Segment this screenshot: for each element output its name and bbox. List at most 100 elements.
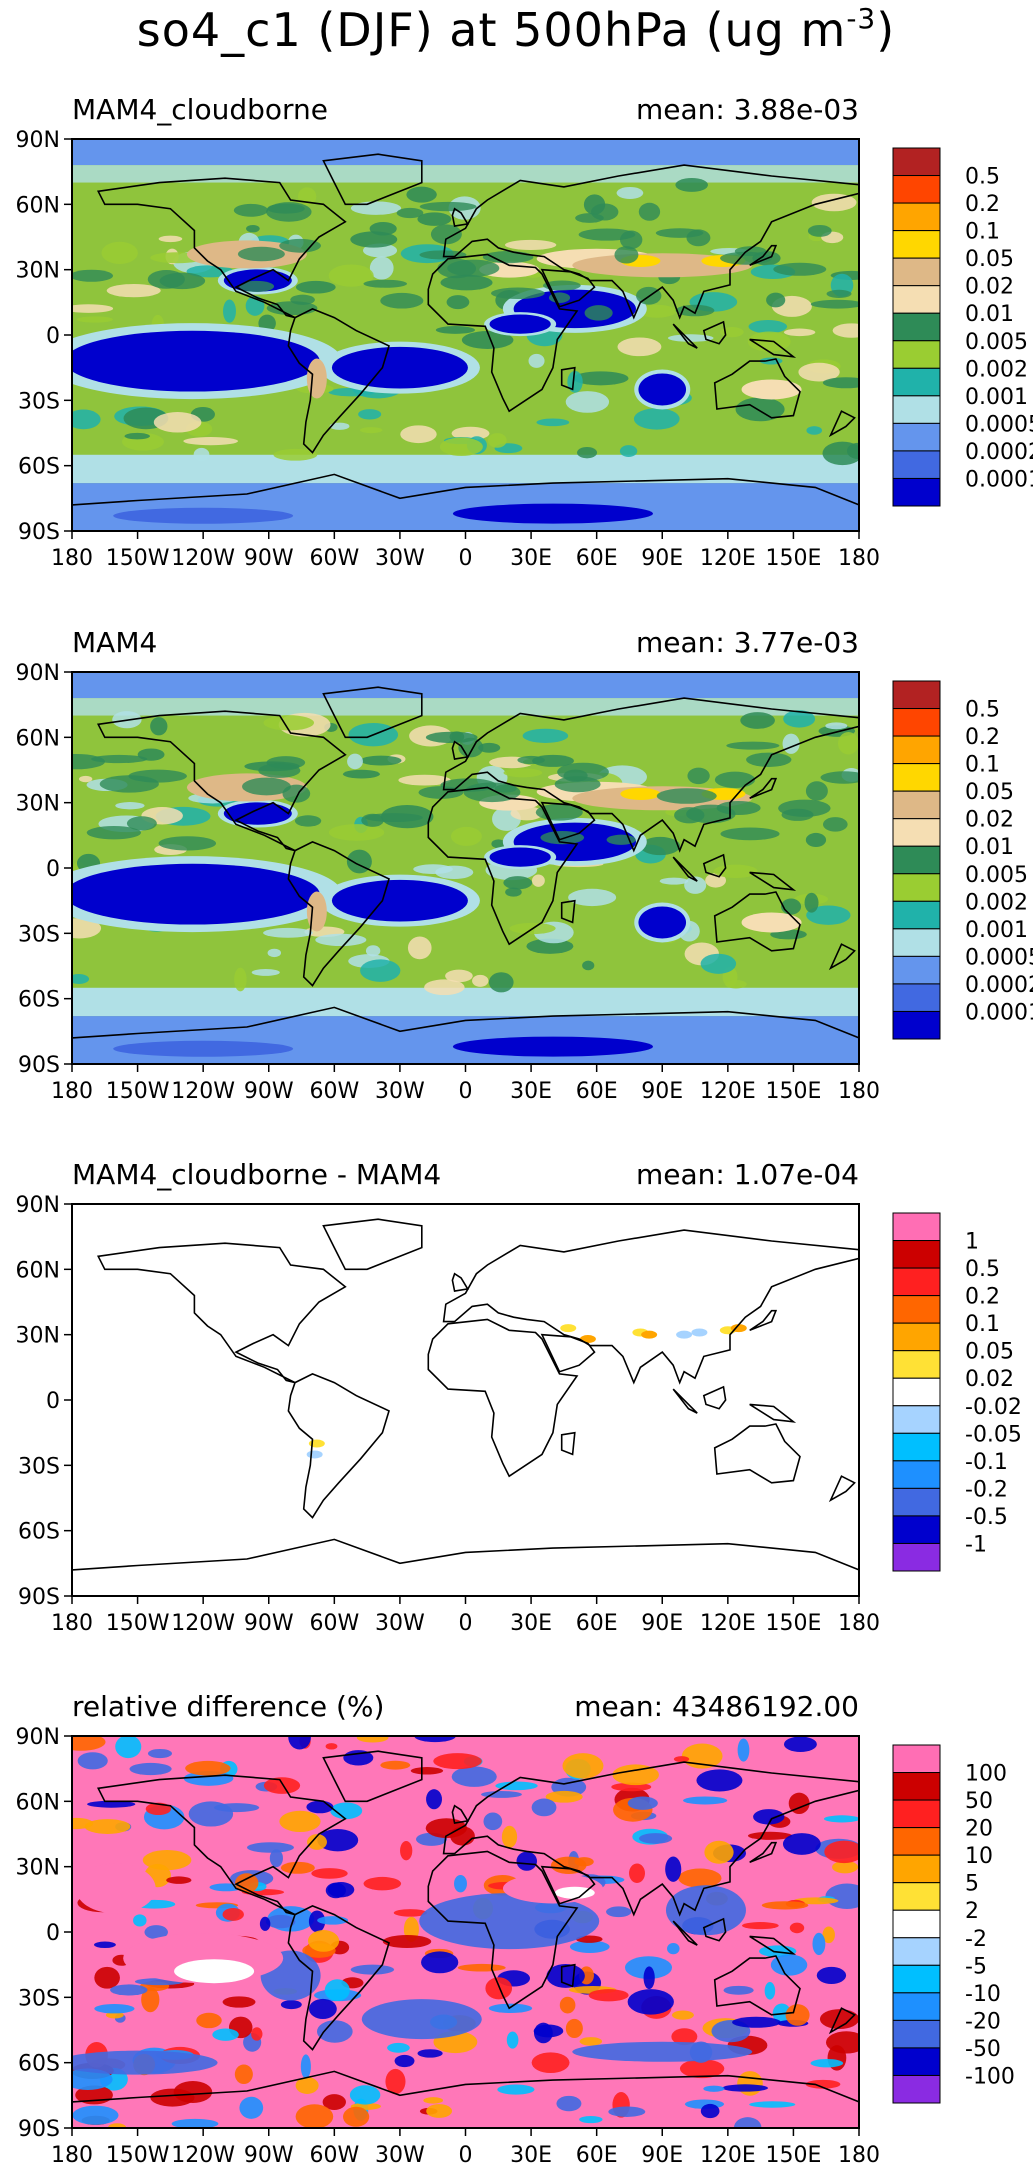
- field-blob: [222, 1996, 256, 2008]
- field-blob: [485, 1977, 513, 2000]
- colorbar-label: 0.5: [965, 698, 1000, 723]
- field-blob: [419, 1893, 600, 1950]
- coastline: [713, 358, 801, 419]
- lon-tick-label: 120E: [700, 1079, 756, 1104]
- field-blob: [579, 2115, 603, 2124]
- field-blob: [251, 969, 280, 976]
- field-blob: [740, 712, 775, 729]
- field-blob: [328, 264, 374, 287]
- field-blob: [295, 280, 336, 294]
- field-blob: [478, 742, 501, 753]
- lon-tick-label: 150W: [106, 2143, 170, 2168]
- field-blob: [72, 1736, 106, 1751]
- colorbar-label: 0.01: [965, 835, 1014, 860]
- colorbar-label: -5: [965, 1954, 987, 1979]
- field-blob: [822, 441, 859, 466]
- lon-tick-label: 60W: [309, 2143, 359, 2168]
- field-blob: [671, 2028, 698, 2046]
- field-blob: [91, 754, 148, 764]
- field-blob: [242, 777, 291, 796]
- field-blob: [363, 279, 408, 288]
- field-blob: [308, 1910, 326, 1933]
- field-blob: [826, 289, 852, 298]
- colorbar-swatch: [892, 1515, 941, 1544]
- field-blob: [342, 769, 380, 779]
- field-blob: [483, 1812, 503, 1831]
- field-blob: [503, 768, 543, 778]
- lon-tick-label: 150E: [765, 1611, 821, 1636]
- coastline: [749, 338, 797, 358]
- coastline: [702, 1917, 727, 1942]
- colorbar-label: 0.5: [965, 165, 1000, 190]
- field-blob: [251, 2027, 263, 2041]
- field-blob: [452, 1036, 653, 1057]
- colorbar-swatch: [892, 873, 941, 902]
- lon-tick-label: 90E: [641, 1079, 683, 1104]
- field-blob: [667, 334, 714, 342]
- colorbar-swatch: [892, 1460, 941, 1489]
- colorbar-swatch: [892, 900, 941, 930]
- polar-band-north: [72, 672, 859, 699]
- field-blob: [280, 1861, 315, 1874]
- lon-tick-label: 120W: [171, 2143, 235, 2168]
- lon-tick-label: 90E: [641, 546, 683, 571]
- coastline: [322, 1218, 423, 1271]
- coastline: [702, 1385, 727, 1410]
- field-blob: [579, 2037, 603, 2046]
- colorbar-swatch: [892, 340, 941, 369]
- panel-relative-difference: relative difference (%) mean: 43486192.00…: [16, 1690, 1015, 2168]
- lon-tick-label: 30W: [375, 2143, 425, 2168]
- lat-tick-label: 90S: [18, 520, 60, 545]
- field-blob: [113, 1040, 294, 1057]
- lat-tick-label: 60S: [18, 1520, 60, 1545]
- colorbar-label: 0.005: [965, 863, 1028, 888]
- field-blob: [186, 265, 234, 278]
- colorbar-swatch: [892, 1432, 941, 1462]
- field-blob: [72, 304, 114, 313]
- field-blob: [806, 905, 851, 925]
- field-blob: [608, 2106, 646, 2117]
- colorbar-label: 0.0002: [965, 440, 1033, 465]
- colorbar-label: -0.02: [965, 1395, 1022, 1420]
- field-blob: [748, 320, 788, 334]
- field-blob: [451, 1766, 497, 1787]
- field-blob: [588, 1989, 629, 2002]
- field-blob: [584, 305, 613, 321]
- field-blob: [667, 1942, 680, 1955]
- coastline: [287, 308, 390, 454]
- colorbar-label: 0.0005: [965, 412, 1033, 437]
- coastline: [540, 268, 596, 308]
- field-blob: [619, 445, 638, 458]
- coastline: [828, 1475, 856, 1503]
- coastline: [322, 686, 423, 739]
- field-blob: [237, 246, 285, 262]
- field-blob: [400, 1840, 413, 1861]
- lon-tick-label: 30W: [375, 1079, 425, 1104]
- colorbar-swatch: [892, 202, 941, 232]
- field-blob: [487, 433, 507, 448]
- field-blob: [446, 295, 470, 310]
- field-blob: [144, 1925, 168, 1940]
- colorbar-swatch: [892, 1854, 941, 1884]
- field-blob: [407, 936, 432, 960]
- field-blob: [325, 1882, 346, 1899]
- field-blob: [158, 235, 183, 243]
- map-field: [72, 139, 859, 531]
- colorbar-label: 0.1: [965, 220, 1000, 245]
- field-blob: [714, 771, 756, 788]
- colorbar-label: 0.0005: [965, 945, 1033, 970]
- field-blob: [439, 437, 483, 457]
- colorbar-label: 0.1: [965, 1312, 1000, 1337]
- field-blob: [720, 326, 744, 338]
- field-blob: [158, 836, 217, 851]
- field-blob: [489, 314, 551, 334]
- colorbar-swatch: [892, 1267, 941, 1297]
- colorbar-swatch: [892, 477, 941, 507]
- lat-tick-label: 0: [46, 1389, 60, 1414]
- colorbar-label: 1: [965, 1230, 979, 1255]
- field-blob: [491, 287, 545, 300]
- field-blob: [364, 813, 423, 823]
- field-blob: [488, 972, 514, 993]
- field-blob: [398, 774, 451, 786]
- field-blob: [212, 2028, 239, 2041]
